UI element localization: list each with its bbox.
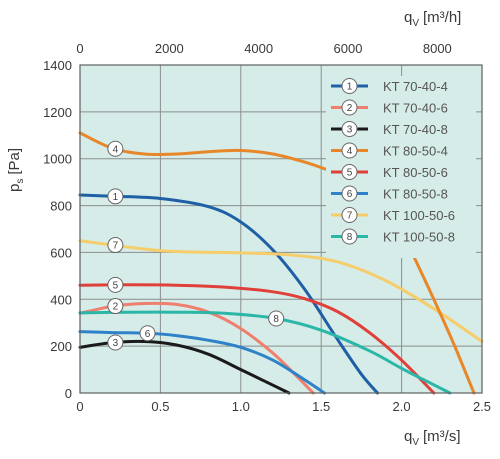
legend-marker-label-4: 4 (347, 146, 353, 157)
curve-marker-2 (107, 298, 124, 315)
curve-marker-7 (107, 237, 124, 254)
curve-marker-label-3: 3 (113, 338, 119, 349)
y-tick-label: 1200 (43, 105, 72, 120)
legend-label-6: KT 80-50-8 (383, 187, 448, 202)
curve-marker-label-2: 2 (113, 302, 119, 313)
legend-marker-label-6: 6 (347, 189, 353, 200)
series-line-1 (78, 193, 379, 395)
x-tick-label: 2.5 (473, 399, 491, 414)
x2-tick-label: 0 (76, 41, 83, 56)
curve-marker-label-1: 1 (113, 192, 119, 203)
series-line-8 (78, 310, 452, 395)
x-tick-label: 0 (76, 399, 83, 414)
y-tick-label: 0 (65, 386, 72, 401)
legend-label-5: KT 80-50-6 (383, 165, 448, 180)
legend-marker-2 (341, 99, 358, 116)
y-axis-label: ps[Pa] (6, 148, 26, 192)
series-line-7 (78, 239, 484, 343)
legend-marker-label-1: 1 (347, 82, 353, 93)
legend-marker-label-5: 5 (347, 168, 353, 179)
x2-tick-label: 4000 (244, 41, 273, 56)
legend: 1 KT 70-40-4 2 KT 70-40-6 3 KT 70-40-8 4 KT 80-… (326, 76, 476, 258)
y-tick-label: 800 (50, 199, 72, 214)
x-tick-label: 0.5 (151, 399, 169, 414)
legend-label-7: KT 100-50-6 (383, 208, 455, 223)
x-tick-label: 1.0 (232, 399, 250, 414)
legend-marker-6 (341, 185, 358, 202)
plot-frame (79, 64, 483, 394)
legend-label-8: KT 100-50-8 (383, 230, 455, 245)
series-line-6 (78, 330, 326, 395)
curve-marker-4 (107, 140, 124, 157)
y-tick-label: 200 (50, 339, 72, 354)
legend-label-4: KT 80-50-4 (383, 144, 448, 159)
legend-marker-5 (341, 164, 358, 180)
curve-marker-6 (139, 325, 156, 342)
y-tick-label: 400 (50, 292, 72, 307)
curve-marker-label-7: 7 (113, 241, 119, 252)
legend-label-3: KT 70-40-8 (383, 122, 448, 137)
x2-axis-label: qV [m³/h] (404, 9, 461, 29)
curve-marker-label-4: 4 (113, 144, 119, 155)
series-line-4-segment (408, 246, 476, 395)
legend-marker-label-2: 2 (347, 103, 353, 114)
legend-marker-8 (341, 228, 358, 245)
curve-marker-1 (107, 188, 124, 205)
legend-label-2: KT 70-40-6 (383, 101, 448, 116)
legend-marker-label-3: 3 (347, 125, 353, 136)
legend-marker-4 (341, 142, 358, 159)
curve-marker-8 (268, 310, 285, 327)
legend-marker-3 (341, 121, 358, 137)
legend-label-1: KT 70-40-4 (383, 79, 448, 94)
curve-marker-label-6: 6 (145, 329, 151, 340)
x-tick-label: 1.5 (312, 399, 330, 414)
legend-marker-label-8: 8 (347, 232, 353, 243)
y-tick-label: 1000 (43, 152, 72, 167)
series-line-5 (78, 283, 436, 395)
y-tick-label: 1400 (43, 58, 72, 73)
curve-marker-5 (107, 276, 124, 293)
curve-marker-label-8: 8 (273, 314, 279, 325)
y-tick-label: 600 (50, 245, 72, 260)
x2-tick-label: 2000 (155, 41, 184, 56)
x2-tick-label: 8000 (423, 41, 452, 56)
legend-marker-label-7: 7 (347, 211, 353, 222)
legend-marker-1 (341, 78, 358, 94)
legend-marker-7 (341, 207, 358, 223)
x-tick-label: 2.0 (393, 399, 411, 414)
x-axis-label: qV [m³/s] (404, 428, 461, 448)
axis-ticks: 0 0.5 1.0 1.5 2.0 2.5020040060080010001200140… (43, 41, 491, 414)
x2-tick-label: 6000 (334, 41, 363, 56)
curve-markers: 1 2 3 4 5 6 7 8 (107, 140, 285, 351)
curve-marker-3 (107, 334, 124, 351)
curve-marker-label-5: 5 (113, 280, 119, 291)
